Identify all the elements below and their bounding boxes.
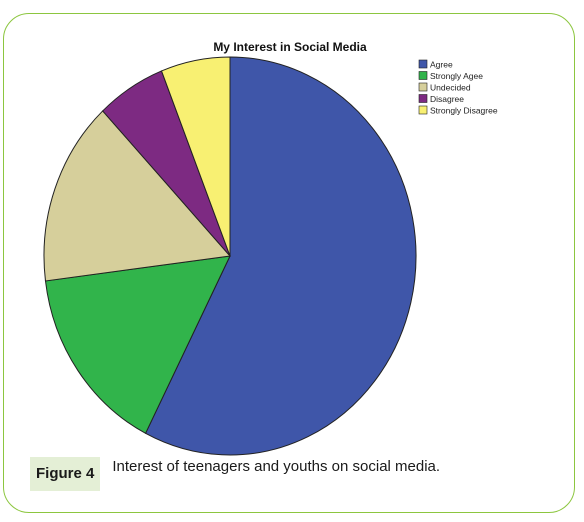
chart-title: My Interest in Social Media [213, 40, 367, 54]
pie-slice-strongly-disagree [160, 56, 231, 257]
legend-label: Strongly Disagree [430, 106, 498, 116]
caption-text: Interest of teenagers and youths on soci… [112, 457, 441, 475]
pie-slice-agree [144, 56, 417, 456]
pie-slice-strongly-agee [44, 255, 231, 435]
pie-slices [43, 56, 417, 456]
legend-label: Strongly Agee [430, 71, 483, 81]
legend-swatch [418, 59, 428, 69]
legend-label: Undecided [430, 83, 471, 93]
legend-label: Disagree [430, 94, 464, 104]
legend-swatch [418, 82, 428, 92]
legend-swatch [418, 71, 428, 80]
legend-swatch [418, 105, 428, 115]
pie-slice-undecided [43, 110, 231, 282]
legend-swatch [418, 94, 428, 103]
figure-label: Figure 4 [30, 457, 101, 491]
legend-label: Agree [430, 60, 453, 70]
figure-caption: Figure 4 Interest of teenagers and youth… [30, 456, 440, 492]
